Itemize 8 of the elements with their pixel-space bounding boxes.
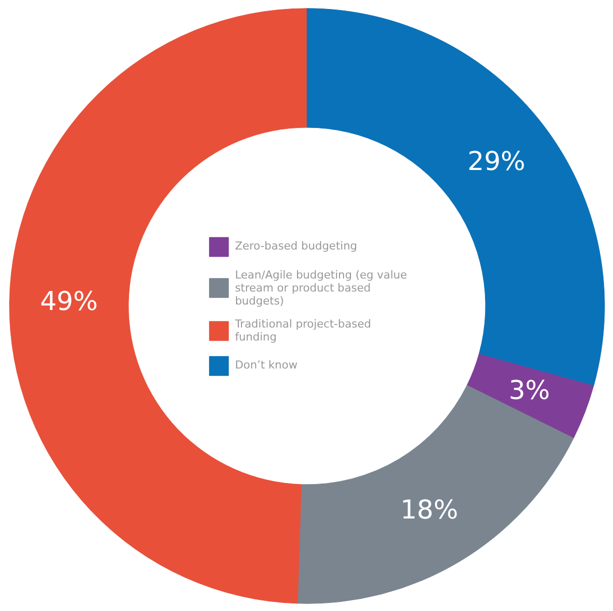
legend-label: Don’t know [234, 358, 298, 372]
legend-label: Traditional project-based funding [234, 317, 372, 343]
data-label: 3% [508, 376, 550, 406]
legend-label: Lean/Agile budgeting (eg value stream or product based budgets) [234, 268, 408, 307]
data-label: 49% [40, 287, 98, 318]
legend-label: Zero-based budgeting [234, 240, 358, 252]
data-label: 29% [468, 146, 526, 177]
data-label: 18% [400, 495, 458, 526]
